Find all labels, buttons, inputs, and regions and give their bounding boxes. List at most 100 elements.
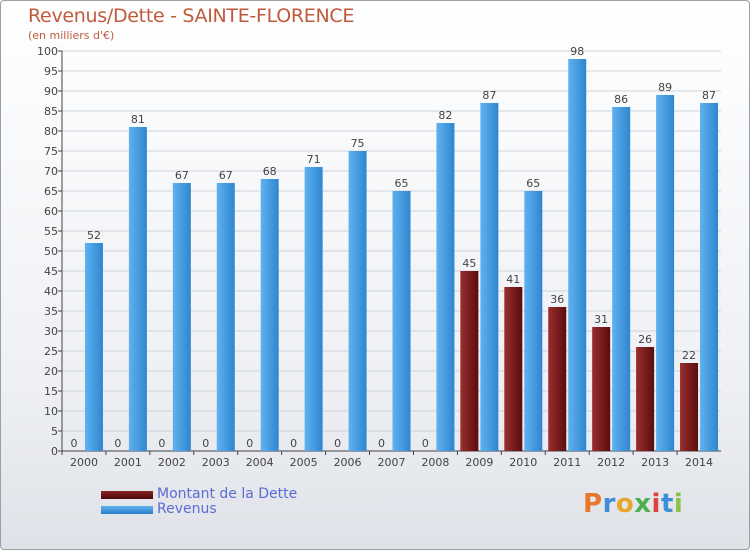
- value-label-revenus: 71: [307, 153, 321, 166]
- y-tick-label: 70: [44, 165, 58, 178]
- proxiti-logo: Proxiti: [583, 489, 683, 519]
- value-label-revenus: 65: [395, 177, 409, 190]
- bar-revenus: [480, 103, 499, 451]
- value-label-dette: 0: [290, 437, 297, 450]
- value-label-revenus: 67: [219, 169, 233, 182]
- x-tick-label: 2014: [685, 456, 713, 469]
- bar-revenus: [392, 191, 411, 451]
- bar-revenus: [128, 127, 147, 451]
- chart-legend: Montant de la Dette Revenus: [101, 487, 297, 517]
- value-label-revenus: 67: [175, 169, 189, 182]
- logo-letter: i: [651, 489, 661, 519]
- y-tick-label: 0: [51, 445, 58, 458]
- y-tick-label: 75: [44, 145, 58, 158]
- value-label-dette: 0: [246, 437, 253, 450]
- legend-item-revenus: Revenus: [101, 502, 297, 517]
- legend-item-dette: Montant de la Dette: [101, 487, 297, 502]
- y-tick-label: 50: [44, 245, 58, 258]
- x-tick-label: 2005: [290, 456, 318, 469]
- x-tick-label: 2006: [334, 456, 362, 469]
- bar-dette: [680, 363, 699, 451]
- logo-letter: t: [660, 489, 674, 519]
- logo-letter: x: [634, 489, 652, 519]
- y-tick-label: 85: [44, 105, 58, 118]
- bar-dette: [504, 287, 523, 451]
- value-label-dette: 0: [378, 437, 385, 450]
- bar-revenus: [348, 151, 367, 451]
- x-tick-label: 2009: [465, 456, 493, 469]
- bar-dette: [460, 271, 479, 451]
- bar-revenus: [216, 183, 235, 451]
- bar-chart: 0510152025303540455055606570758085909510…: [37, 45, 721, 469]
- legend-swatch-revenus: [101, 505, 153, 514]
- x-tick-label: 2004: [246, 456, 274, 469]
- x-tick-label: 2013: [641, 456, 669, 469]
- bar-revenus: [436, 123, 455, 451]
- x-tick-label: 2012: [597, 456, 625, 469]
- bar-revenus: [656, 95, 675, 451]
- y-tick-label: 65: [44, 185, 58, 198]
- value-label-dette: 36: [550, 293, 564, 306]
- y-tick-label: 30: [44, 325, 58, 338]
- value-label-revenus: 86: [614, 93, 628, 106]
- bar-revenus: [84, 243, 103, 451]
- chart-subtitle: (en milliers d'€): [28, 29, 115, 42]
- bar-revenus: [524, 191, 543, 451]
- value-label-revenus: 87: [702, 89, 716, 102]
- y-tick-label: 55: [44, 225, 58, 238]
- bar-revenus: [700, 103, 719, 451]
- value-label-dette: 22: [682, 349, 696, 362]
- value-label-revenus: 81: [131, 113, 145, 126]
- x-tick-label: 2002: [158, 456, 186, 469]
- value-label-dette: 31: [594, 313, 608, 326]
- y-tick-label: 25: [44, 345, 58, 358]
- logo-letter: r: [602, 489, 616, 519]
- bar-revenus: [260, 179, 279, 451]
- y-tick-label: 40: [44, 285, 58, 298]
- value-label-revenus: 68: [263, 165, 277, 178]
- x-tick-label: 2001: [114, 456, 142, 469]
- y-tick-label: 90: [44, 85, 58, 98]
- value-label-revenus: 89: [658, 81, 672, 94]
- value-label-dette: 0: [70, 437, 77, 450]
- x-tick-label: 2003: [202, 456, 230, 469]
- y-tick-label: 15: [44, 385, 58, 398]
- x-tick-label: 2010: [509, 456, 537, 469]
- value-label-dette: 0: [422, 437, 429, 450]
- value-label-revenus: 65: [526, 177, 540, 190]
- logo-letter: i: [673, 489, 684, 519]
- value-label-dette: 26: [638, 333, 652, 346]
- bar-dette: [592, 327, 611, 451]
- value-label-dette: 45: [462, 257, 476, 270]
- value-label-revenus: 82: [438, 109, 452, 122]
- bar-dette: [548, 307, 567, 451]
- y-tick-label: 35: [44, 305, 58, 318]
- bar-revenus: [172, 183, 191, 451]
- value-label-revenus: 87: [482, 89, 496, 102]
- value-label-dette: 0: [114, 437, 121, 450]
- logo-letter: P: [583, 489, 603, 519]
- value-label-revenus: 75: [351, 137, 365, 150]
- y-tick-label: 100: [37, 45, 58, 58]
- y-tick-label: 20: [44, 365, 58, 378]
- value-label-revenus: 52: [87, 229, 101, 242]
- value-label-dette: 0: [158, 437, 165, 450]
- value-label-dette: 0: [334, 437, 341, 450]
- y-tick-label: 80: [44, 125, 58, 138]
- legend-swatch-dette: [101, 490, 153, 499]
- logo-letter: o: [615, 489, 635, 519]
- y-tick-label: 10: [44, 405, 58, 418]
- bar-revenus: [568, 59, 587, 451]
- x-tick-label: 2000: [70, 456, 98, 469]
- x-tick-label: 2008: [421, 456, 449, 469]
- value-label-dette: 0: [202, 437, 209, 450]
- x-tick-label: 2007: [378, 456, 406, 469]
- bar-revenus: [612, 107, 631, 451]
- bar-dette: [636, 347, 655, 451]
- y-tick-label: 45: [44, 265, 58, 278]
- value-label-dette: 41: [506, 273, 520, 286]
- value-label-revenus: 98: [570, 45, 584, 58]
- y-tick-label: 60: [44, 205, 58, 218]
- chart-title: Revenus/Dette - SAINTE-FLORENCE: [28, 5, 355, 27]
